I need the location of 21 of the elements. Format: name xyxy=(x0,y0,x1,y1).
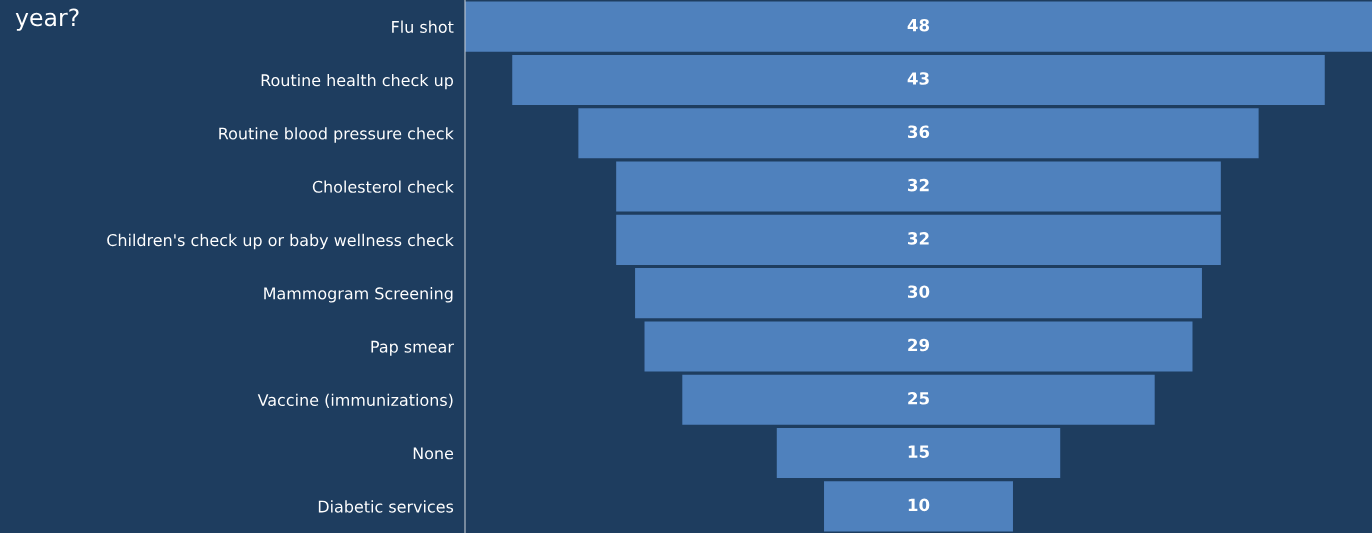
category-label: None xyxy=(413,447,454,460)
category-label: Diabetic services xyxy=(318,500,454,513)
data-label: 15 xyxy=(908,445,929,458)
category-label: Flu shot xyxy=(392,20,454,33)
data-label: 48 xyxy=(907,18,930,32)
data-label: 32 xyxy=(908,178,929,192)
category-label: Pap smear xyxy=(371,340,454,356)
category-label: Children's check up or baby wellness check xyxy=(107,233,454,250)
data-label: 43 xyxy=(907,72,929,85)
text: year? xyxy=(15,8,79,31)
data-label: 32 xyxy=(908,232,929,245)
category-label: Cholesterol check xyxy=(312,180,454,193)
category-label: Routine health check up xyxy=(261,73,454,90)
category-label: Mammogram Screening xyxy=(264,287,453,303)
data-label: 10 xyxy=(908,498,930,512)
data-label: 29 xyxy=(908,338,930,352)
data-label: 30 xyxy=(908,285,930,298)
data-label: 36 xyxy=(908,125,930,139)
data-label: 25 xyxy=(908,391,929,405)
category-label: Routine blood pressure check xyxy=(219,127,454,143)
category-label: Vaccine (immunizations) xyxy=(257,393,453,408)
